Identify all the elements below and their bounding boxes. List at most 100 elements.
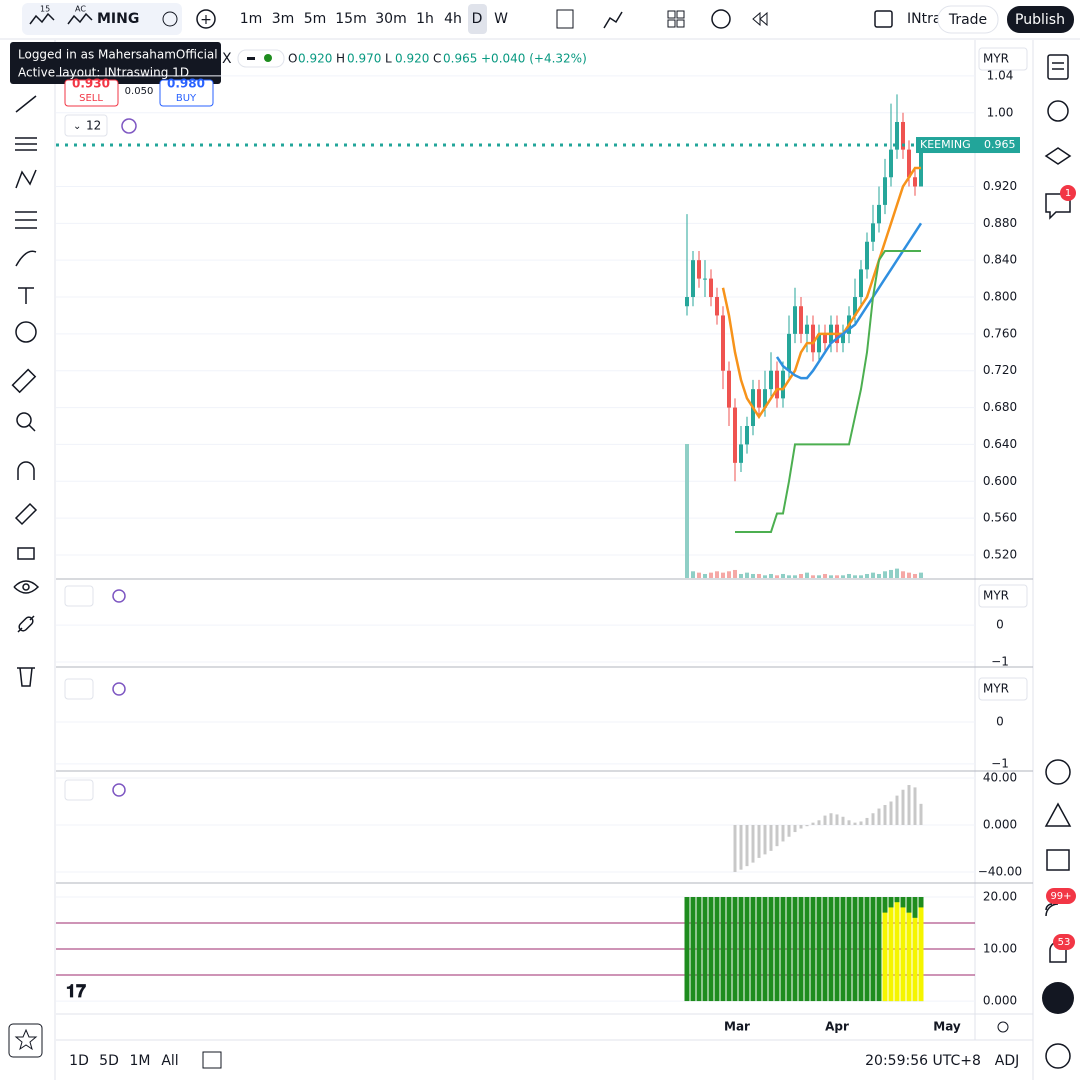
volume-bar [739,573,743,578]
interval[interactable]: 15m [335,11,366,27]
indicator-line [775,222,923,380]
layout-name[interactable]: INtra [907,11,941,27]
clock: 20:59:56 UTC+8 [865,1053,981,1069]
range[interactable]: 1D [69,1053,89,1069]
interval[interactable]: 30m [375,11,406,27]
buy-label[interactable]: BUY [176,93,197,104]
currency[interactable]: MYR [983,52,1009,66]
toolbar: 15 AC MING + INtra Trade Publish [22,3,1074,35]
bar [840,897,846,1002]
candle-body [817,333,821,353]
candle-body [733,407,737,463]
range[interactable]: All [161,1053,178,1069]
y-tick-label: 40.00 [983,770,1017,784]
bar [841,816,845,826]
candle-body [757,389,761,408]
volume-bar [799,573,803,578]
currency[interactable]: MYR [983,682,1009,696]
adjust[interactable]: ADJ [995,1053,1020,1069]
y-tick-label: 0.920 [983,179,1017,193]
publish-button[interactable]: Publish [1015,12,1065,28]
interval[interactable]: 5m [304,11,327,27]
pane-toggle[interactable] [64,678,94,700]
volume-bar [745,572,749,578]
candle-body [871,223,875,242]
y-tick-label: 0.760 [983,326,1017,340]
sell-label[interactable]: SELL [79,93,103,104]
range[interactable]: 1M [130,1053,151,1069]
bar [757,825,761,858]
candle-body [877,204,881,224]
bar [745,825,749,867]
y-tick-label: 0.600 [983,474,1017,488]
bar [720,897,726,1002]
drawing-tools[interactable] [11,95,40,687]
bar [750,897,756,1002]
svg-text:⌄: ⌄ [73,121,81,132]
candle-body [739,444,743,463]
bar [684,897,690,1002]
pane-toggle[interactable] [64,779,94,801]
indicator-line [721,166,921,420]
volume-bar [895,568,899,578]
bar [690,897,696,1002]
interval[interactable]: 4h [444,11,462,27]
candle-body [841,333,845,344]
buy-price[interactable]: 0.980 [167,77,205,91]
candle-body [763,389,767,408]
volume-bar [769,573,773,578]
interval[interactable]: 1m [240,11,263,27]
bar [829,813,833,826]
bar [817,820,821,826]
bar [744,897,750,1002]
volume-bar [859,575,863,578]
y-tick-label: 0.800 [983,290,1017,304]
candle-body [715,297,719,316]
volume-bar [751,573,755,578]
trade-button[interactable]: Trade [948,12,987,28]
bar [852,897,858,1002]
pane-toggle[interactable] [64,585,94,607]
spread: 0.050 [125,86,154,97]
candle-body [853,297,857,316]
bar [702,897,708,1002]
interval[interactable]: W [494,11,508,27]
bar [762,897,768,1002]
symbol[interactable]: MING [97,11,139,27]
range[interactable]: 5D [99,1053,119,1069]
bar [882,912,888,1002]
bar [786,897,792,1002]
exchange: X [222,51,232,67]
interval[interactable]: D [472,11,483,27]
interval[interactable]: 1h [416,11,434,27]
price-label-bg [916,137,1020,154]
interval[interactable]: 3m [272,11,295,27]
volume-bar [877,573,881,578]
bar [775,825,779,847]
bar [906,912,912,1002]
volume-bar [715,571,719,578]
volume-bar [685,444,689,578]
y-tick-label: 10.00 [983,942,1017,956]
legend-value: 0.920 [395,52,429,66]
volume-bar [871,572,875,578]
bar [894,902,900,1002]
legend-value: 0.965 [443,52,477,66]
indicator-count[interactable]: 12 [86,119,101,133]
volume-bar [805,572,809,578]
bar [889,801,893,826]
candle-body [913,177,917,187]
sell-price[interactable]: 0.930 [72,77,110,91]
bar [799,825,803,829]
y-tick-label: −1 [991,756,1009,770]
legend-value: 0.970 [347,52,381,66]
volume-bar [913,573,917,578]
volume-bar [781,573,785,578]
currency-box [978,677,1028,701]
currency[interactable]: MYR [983,589,1009,603]
bar [912,917,918,1002]
bar [919,803,923,826]
bar [828,897,834,1002]
